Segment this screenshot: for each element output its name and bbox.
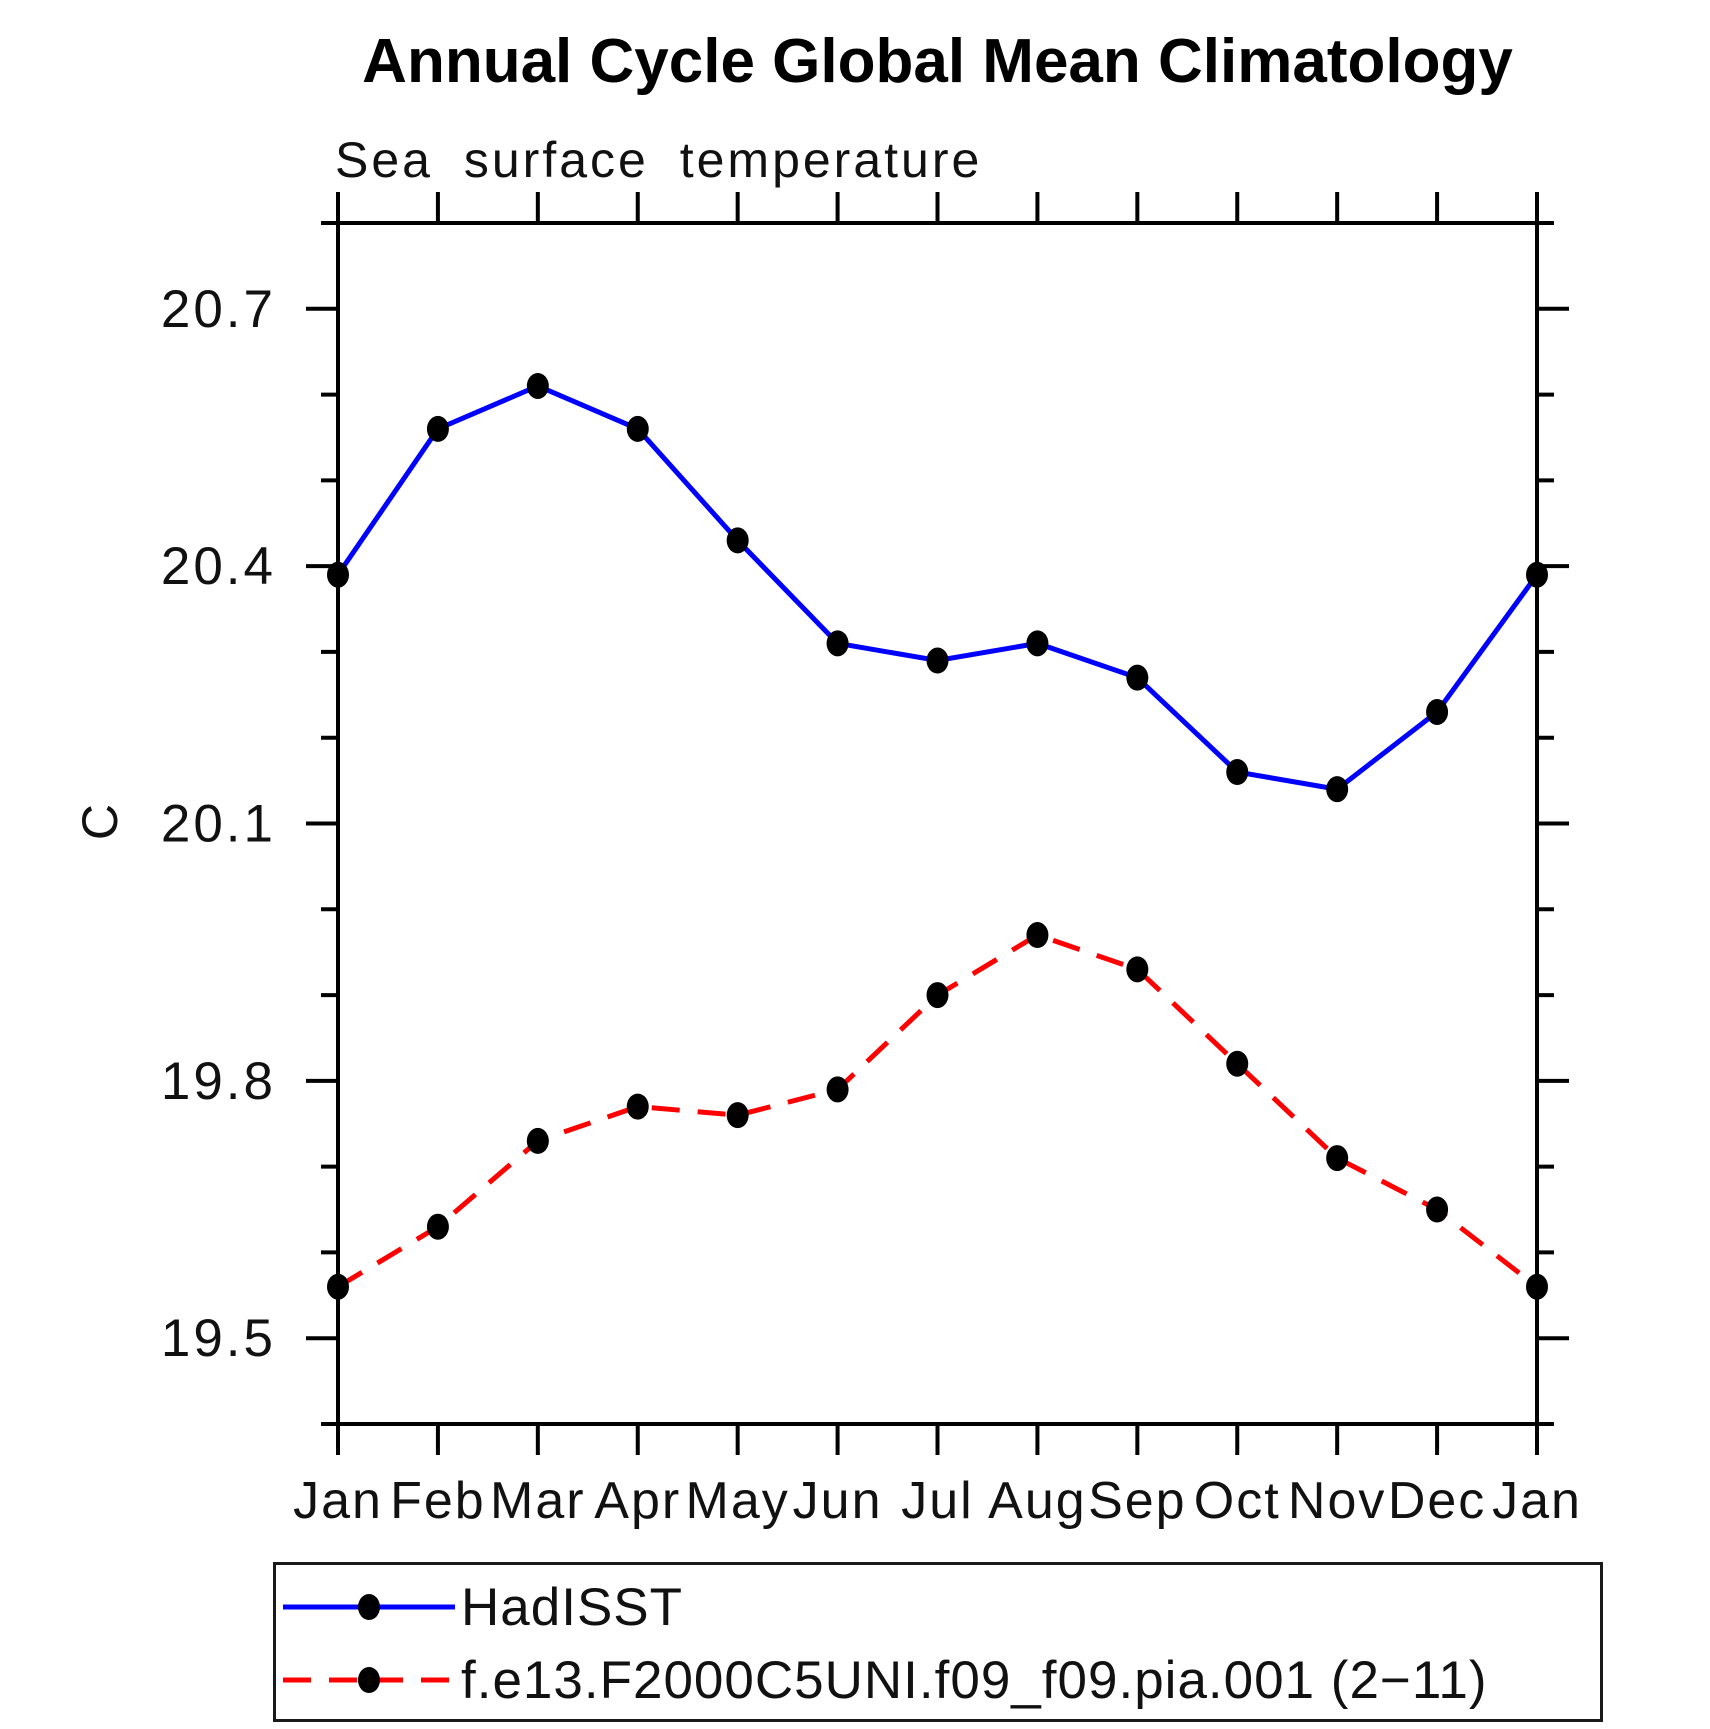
model-data-point-marker (526, 1127, 549, 1154)
y-axis-label: 20.4 (161, 537, 276, 596)
legend-label-model: f.e13.F2000C5UNI.f09_f09.pia.001 (2−11) (461, 1650, 1488, 1710)
model-data-point-marker (1226, 1050, 1249, 1077)
hadisst-data-point-marker (426, 415, 449, 442)
model-data-point-marker (626, 1093, 649, 1120)
x-axis-label: Nov (1288, 1472, 1386, 1530)
legend-label-hadisst: HadISST (461, 1577, 684, 1637)
legend-item-hadisst: HadISST (279, 1577, 684, 1637)
hadisst-data-point-marker (1226, 759, 1249, 786)
chart-title: Annual Cycle Global Mean Climatology (362, 27, 1513, 96)
model-data-point-marker (826, 1076, 849, 1103)
hadisst-data-point-marker (1326, 776, 1349, 803)
hadisst-data-point-marker (1426, 698, 1449, 725)
model-data-point-marker (327, 1273, 349, 1300)
x-axis-label: May (686, 1472, 790, 1530)
model-data-point-marker (1026, 922, 1049, 949)
model-line-sample (283, 1667, 455, 1693)
model-data-point-marker (426, 1213, 449, 1240)
y-axis-label: 20.7 (161, 280, 276, 339)
hadisst-line-sample (283, 1594, 455, 1620)
model-data-point-marker (926, 982, 949, 1009)
hadisst-data-point-marker (526, 372, 549, 399)
hadisst-data-point-marker (626, 415, 649, 442)
y-axis-label: 20.1 (161, 795, 276, 854)
hadisst-data-point-marker (327, 561, 349, 588)
x-axis-label: Jun (793, 1472, 883, 1530)
model-data-point-marker (1426, 1196, 1449, 1223)
x-axis-label: Jan (1492, 1472, 1582, 1530)
hadisst-data-point-marker (1026, 630, 1049, 657)
x-axis-label: Oct (1194, 1472, 1281, 1530)
x-axis-label: Apr (594, 1472, 681, 1530)
x-axis-label: Mar (490, 1472, 586, 1530)
legend-box: HadISST f.e13.F2000C5UNI.f09_f09.pia.001… (273, 1562, 1603, 1722)
legend-item-model: f.e13.F2000C5UNI.f09_f09.pia.001 (2−11) (279, 1650, 1488, 1710)
y-axis-label: 19.8 (161, 1052, 276, 1111)
hadisst-data-point-marker (926, 647, 949, 674)
hadisst-data-point-marker (826, 630, 849, 657)
model-data-point-marker (1526, 1273, 1548, 1300)
x-axis-label: Jul (901, 1472, 973, 1530)
model-data-point-marker (1126, 956, 1149, 983)
model-data-point-marker (1326, 1145, 1349, 1172)
x-axis-label: Sep (1088, 1472, 1187, 1530)
hadisst-data-point-marker (1526, 561, 1548, 588)
y-axis-label: 19.5 (161, 1309, 276, 1368)
chart-subtitle: Sea surface temperature (335, 132, 983, 188)
hadisst-data-point-marker (1126, 664, 1149, 691)
hadisst-data-point-marker (726, 527, 749, 554)
x-axis-label: Aug (988, 1472, 1087, 1530)
hadisst-series-line (335, 383, 1540, 792)
x-axis-label: Dec (1388, 1472, 1486, 1530)
x-axis-label: Feb (390, 1472, 486, 1530)
x-axis-label: Jan (293, 1472, 383, 1530)
model-data-point-marker (726, 1102, 749, 1129)
